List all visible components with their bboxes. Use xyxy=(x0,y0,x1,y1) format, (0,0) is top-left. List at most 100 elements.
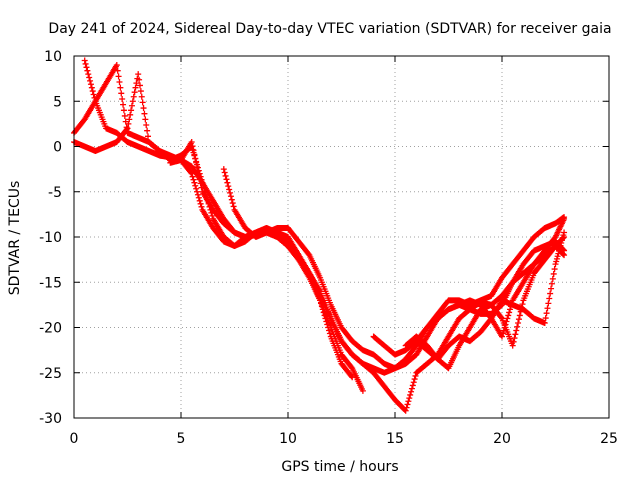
data-point xyxy=(87,77,94,84)
data-point xyxy=(547,290,554,297)
data-point xyxy=(119,95,126,102)
data-point xyxy=(194,191,201,198)
data-point xyxy=(85,71,92,78)
data-point xyxy=(546,295,553,302)
data-point xyxy=(192,182,199,189)
data-point xyxy=(516,312,523,319)
data-point xyxy=(305,250,312,257)
series-arc-8 xyxy=(413,229,568,363)
data-point xyxy=(117,84,124,91)
x-tick-label: 25 xyxy=(600,431,618,447)
data-point xyxy=(544,305,551,312)
data-point xyxy=(507,306,514,313)
data-point xyxy=(84,67,91,74)
data-point xyxy=(222,172,229,179)
data-point xyxy=(126,116,133,123)
data-point xyxy=(542,315,549,322)
data-point xyxy=(500,327,507,334)
data-point xyxy=(548,285,555,292)
data-point xyxy=(499,333,505,340)
series-arc-4 xyxy=(220,166,568,372)
data-point xyxy=(116,79,123,86)
data-point xyxy=(190,176,197,183)
data-point xyxy=(498,314,505,321)
series-arc-5 xyxy=(167,157,568,414)
data-point xyxy=(192,155,199,162)
data-point xyxy=(504,315,511,322)
data-point xyxy=(135,71,142,78)
data-point xyxy=(220,166,227,173)
data-point xyxy=(225,183,232,190)
data-point xyxy=(136,76,143,83)
data-point xyxy=(113,62,120,69)
data-point xyxy=(82,60,89,67)
data-point xyxy=(409,382,416,389)
axis-ticks: 0 5 10 15 20 25 -30 -25 -20 -15 -10 -5 0 5 10 xyxy=(39,49,618,447)
data-point xyxy=(229,200,236,207)
data-point xyxy=(88,84,95,91)
data-point xyxy=(124,125,131,132)
data-point xyxy=(541,319,548,326)
x-tick-label: 10 xyxy=(279,431,297,447)
data-point xyxy=(86,74,93,81)
data-point xyxy=(348,364,355,371)
data-point xyxy=(141,110,148,117)
data-point xyxy=(227,189,234,196)
data-point xyxy=(123,126,130,133)
data-point xyxy=(128,102,135,109)
data-point xyxy=(114,67,121,74)
data-point xyxy=(404,401,411,408)
y-tick-label: 5 xyxy=(53,94,62,110)
x-tick-label: 20 xyxy=(493,431,511,447)
data-point xyxy=(515,319,522,326)
data-point xyxy=(230,203,237,210)
data-point xyxy=(226,186,233,193)
data-point xyxy=(560,251,567,258)
data-point xyxy=(136,82,143,89)
data-point xyxy=(193,185,200,192)
data-point xyxy=(506,309,513,316)
data-point xyxy=(138,93,145,100)
data-point xyxy=(223,176,230,183)
data-point xyxy=(191,151,198,158)
data-point xyxy=(408,388,415,395)
series-arc-3 xyxy=(71,71,568,376)
data-point xyxy=(224,179,231,186)
data-point xyxy=(405,398,412,405)
data-point xyxy=(326,327,333,334)
data-point xyxy=(125,120,132,127)
data-point xyxy=(194,188,201,195)
data-point xyxy=(140,105,147,112)
data-point xyxy=(512,331,519,338)
data-point xyxy=(133,80,140,87)
data-point xyxy=(194,163,201,170)
data-point xyxy=(561,229,568,236)
data-point xyxy=(543,310,550,317)
x-tick-label: 15 xyxy=(386,431,404,447)
data-point xyxy=(513,327,520,334)
data-point xyxy=(561,214,568,221)
data-point xyxy=(129,98,136,105)
data-point xyxy=(145,133,152,140)
data-point xyxy=(120,107,127,114)
y-tick-label: -5 xyxy=(48,185,62,201)
data-point xyxy=(137,88,144,95)
y-tick-label: -20 xyxy=(39,321,62,337)
data-point xyxy=(189,173,196,180)
y-tick-label: 0 xyxy=(53,140,62,156)
data-point xyxy=(403,404,410,411)
data-point xyxy=(407,391,414,398)
data-point xyxy=(118,90,125,97)
data-point xyxy=(209,212,216,219)
data-point xyxy=(548,280,555,287)
y-tick-label: -25 xyxy=(39,366,62,382)
data-point xyxy=(551,266,558,273)
x-tick-label: 5 xyxy=(177,431,186,447)
data-points xyxy=(71,57,568,414)
data-point xyxy=(359,387,366,394)
y-axis-label: SDTVAR / TECUs xyxy=(7,181,23,296)
data-point xyxy=(549,275,556,282)
data-point xyxy=(139,99,146,106)
y-tick-label: 10 xyxy=(44,49,62,65)
data-point xyxy=(499,330,506,337)
